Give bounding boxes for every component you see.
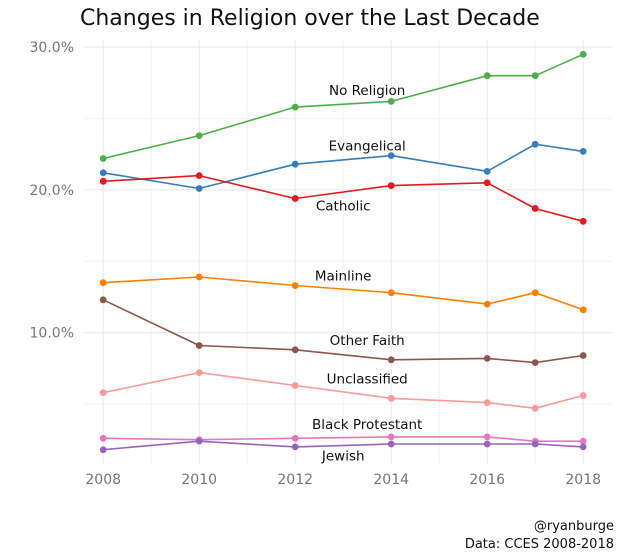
data-point-evangelical — [579, 147, 587, 155]
data-point-no-religion — [291, 103, 299, 111]
data-point-black-protestant — [291, 434, 299, 442]
data-point-catholic — [387, 182, 395, 190]
data-point-mainline — [483, 300, 491, 308]
axis-tick-labels: 2008 2010 2012 2014 2016 2018 10.0% 20.0% 30.0% — [30, 40, 602, 488]
data-point-jewish — [387, 440, 395, 448]
data-point-catholic — [99, 177, 107, 185]
data-point-mainline — [531, 289, 539, 297]
data-point-evangelical — [291, 160, 299, 168]
data-point-jewish — [195, 437, 203, 445]
data-point-other-faith — [195, 342, 203, 349]
y-tick-label: 10.0% — [30, 326, 74, 342]
chart-caption: @ryanburge Data: CCES 2008-2018 — [465, 518, 614, 554]
data-point-no-religion — [387, 97, 395, 105]
series-label-jewish: Jewish — [321, 448, 365, 464]
data-point-unclassified — [291, 382, 299, 389]
series-no-religion — [99, 50, 587, 162]
x-tick-label: 2008 — [85, 472, 121, 488]
series-unclassified — [99, 369, 587, 412]
data-point-jewish — [291, 443, 299, 451]
data-point-mainline — [291, 282, 299, 289]
series-other-faith — [99, 296, 587, 367]
data-point-catholic — [291, 195, 299, 202]
x-tick-label: 2014 — [373, 472, 409, 488]
data-source: Data: CCES 2008-2018 — [464, 537, 614, 552]
data-point-other-faith — [291, 346, 299, 354]
data-point-mainline — [579, 306, 587, 314]
author-handle: @ryanburge — [533, 519, 614, 534]
data-point-black-protestant — [387, 433, 395, 441]
data-point-other-faith — [99, 296, 107, 304]
data-point-black-protestant — [483, 433, 491, 441]
data-point-unclassified — [195, 369, 203, 377]
data-point-evangelical — [531, 140, 539, 148]
series-catholic — [99, 172, 587, 225]
data-point-unclassified — [387, 394, 395, 402]
data-point-jewish — [531, 440, 539, 448]
data-point-other-faith — [579, 352, 587, 359]
data-point-evangelical — [483, 167, 491, 175]
series-label-unclassified: Unclassified — [327, 371, 408, 387]
data-point-no-religion — [531, 72, 539, 80]
data-point-jewish — [483, 440, 491, 448]
data-point-other-faith — [483, 354, 491, 362]
data-point-black-protestant — [579, 437, 587, 445]
data-point-black-protestant — [99, 434, 107, 442]
series-labels: No Religion Evangelical Catholic Mainline Ot… — [312, 83, 422, 464]
series-evangelical — [99, 140, 587, 192]
series-label-catholic: Catholic — [316, 199, 371, 215]
data-point-no-religion — [579, 50, 587, 58]
series-label-no-religion: No Religion — [329, 83, 405, 99]
y-tick-label: 20.0% — [30, 183, 74, 199]
data-point-no-religion — [99, 155, 107, 162]
data-point-unclassified — [99, 389, 107, 397]
data-point-unclassified — [531, 404, 539, 412]
series-jewish — [99, 437, 587, 454]
x-tick-label: 2016 — [469, 472, 505, 488]
data-point-jewish — [99, 446, 107, 454]
data-point-no-religion — [195, 132, 203, 140]
data-point-other-faith — [531, 359, 539, 367]
series-label-evangelical: Evangelical — [329, 139, 406, 155]
x-tick-label: 2012 — [277, 472, 313, 488]
chart-title: Changes in Religion over the Last Decade — [80, 6, 540, 31]
y-tick-label: 30.0% — [30, 40, 74, 56]
data-point-mainline — [387, 289, 395, 297]
data-point-other-faith — [387, 356, 395, 364]
series-label-black-protestant: Black Protestant — [312, 417, 422, 433]
x-tick-label: 2018 — [565, 472, 601, 488]
data-point-catholic — [579, 217, 587, 225]
data-point-catholic — [531, 205, 539, 212]
data-point-catholic — [195, 172, 203, 180]
data-point-no-religion — [483, 72, 491, 80]
series-label-mainline: Mainline — [315, 269, 372, 285]
data-point-jewish — [579, 443, 587, 451]
data-point-evangelical — [387, 152, 395, 160]
series-mainline — [99, 273, 587, 314]
data-point-mainline — [195, 273, 203, 281]
data-point-evangelical — [99, 169, 107, 177]
series-lines — [99, 50, 587, 454]
data-point-evangelical — [195, 185, 203, 192]
data-point-catholic — [483, 179, 491, 187]
data-point-unclassified — [483, 399, 491, 407]
data-point-unclassified — [579, 392, 587, 399]
x-tick-label: 2010 — [181, 472, 217, 488]
data-point-mainline — [99, 279, 107, 287]
grid-lines — [84, 40, 612, 464]
series-label-other-faith: Other Faith — [330, 333, 405, 349]
